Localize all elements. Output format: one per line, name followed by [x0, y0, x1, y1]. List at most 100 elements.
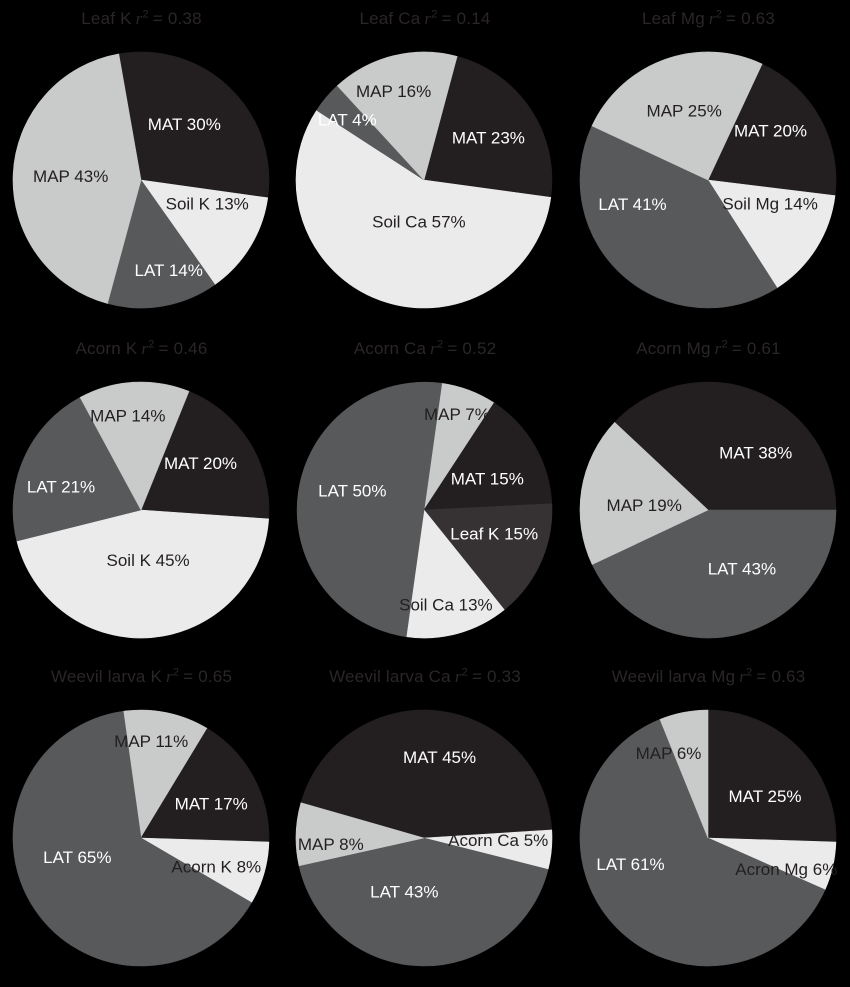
pie-slice: [614, 381, 837, 511]
chart-title-name: Acorn K: [75, 339, 138, 358]
pie-slice: [591, 509, 837, 639]
slice-label: LAT 61%: [596, 855, 664, 874]
r-squared-symbol: r: [454, 667, 462, 686]
pie-chart-leaf-mg: Leaf Mg r2 = 0.63 MAT 20% Soil Mg 14% LAT 41…: [567, 0, 850, 330]
chart-title-stat: = 0.65: [183, 667, 233, 686]
pie-slice: [591, 51, 763, 181]
chart-title-acorn-mg: Acorn Mg r2 = 0.61: [567, 330, 850, 360]
r-squared-symbol: r: [430, 339, 437, 358]
slice-label: MAT 23%: [452, 129, 525, 148]
chart-title-stat: = 0.38: [152, 9, 202, 28]
pie-slice: [140, 179, 269, 286]
chart-title-name: Weevil larva Mg: [611, 667, 736, 686]
chart-title-acorn-ca: Acorn Ca r2 = 0.52: [283, 330, 567, 360]
slice-label: Soil Ca 57%: [372, 212, 466, 231]
slice-label: MAP 16%: [356, 82, 431, 101]
pie-slice: [140, 390, 270, 520]
pie-slice: [579, 421, 709, 565]
pie-slice: [298, 837, 549, 967]
pie-slice: [707, 179, 836, 289]
pie-weevil-larva-k: MAP 11% MAT 17% Acorn K 8% LAT 65%: [12, 709, 270, 967]
chart-title-name: Acorn Ca: [353, 339, 427, 358]
slice-label: MAP 7%: [424, 405, 490, 424]
pie-slice: [423, 402, 553, 511]
pie-slice: [336, 51, 458, 181]
chart-title-leaf-mg: Leaf Mg r2 = 0.63: [567, 0, 850, 30]
pie-slice: [12, 710, 252, 967]
r-squared-symbol: r: [739, 667, 747, 686]
slice-label: LAT 65%: [43, 848, 111, 867]
slice-label: MAP 8%: [298, 835, 364, 854]
chart-title-stat: = 0.63: [756, 667, 806, 686]
pie-slice: [423, 55, 553, 198]
pie-chart-weevil-larva-mg: Weevil larva Mg r2 = 0.63 MAT 25% Acron Mg …: [567, 658, 850, 987]
pie-leaf-k: MAT 30% Soil K 13% LAT 14% MAP 43%: [12, 51, 270, 309]
pie-chart-weevil-larva-ca: Weevil larva Ca r2 = 0.33 MAT 45% Acorn Ca …: [283, 658, 567, 987]
slice-label: MAT 15%: [451, 470, 524, 489]
slice-label: LAT 50%: [318, 481, 386, 500]
chart-title-stat: = 0.46: [158, 339, 208, 358]
pie-acorn-mg: MAT 38% LAT 43% MAP 19%: [579, 381, 837, 639]
chart-title-name: Weevil larva Ca: [329, 667, 451, 686]
slice-label: MAT 25%: [728, 787, 801, 806]
slice-label: Soil K 45%: [107, 551, 190, 570]
pie-weevil-larva-mg: MAT 25% Acron Mg 6% LAT 61% MAP 6%: [579, 709, 837, 967]
r-squared-exponent: 2: [461, 666, 468, 679]
r-squared-symbol: r: [166, 667, 173, 686]
chart-title-name: Weevil larva K: [50, 667, 163, 686]
slice-label: LAT 43%: [708, 559, 776, 578]
r-squared-symbol: r: [424, 9, 432, 28]
pie-leaf-ca: MAT 23% Soil Ca 57% LAT 4% MAP 16%: [295, 51, 553, 309]
pie-acorn-ca: MAP 7% MAT 15% Leaf K 15% Soil Ca 13% LAT 50…: [296, 381, 553, 639]
pie-chart-leaf-ca: Leaf Ca r2 = 0.14 MAT 23% Soil Ca 57% LAT 4%…: [283, 0, 567, 330]
pie-slice: [707, 709, 837, 843]
slice-label: MAT 45%: [403, 748, 476, 767]
chart-title-leaf-ca: Leaf Ca r2 = 0.14: [283, 0, 567, 30]
pie-slice: [16, 509, 270, 639]
slice-label: MAT 20%: [734, 122, 807, 141]
chart-title-weevil-larva-ca: Weevil larva Ca r2 = 0.33: [283, 658, 567, 688]
r-squared-exponent: 2: [172, 666, 180, 679]
slice-label: MAT 17%: [175, 794, 248, 813]
pie-chart-acorn-mg: Acorn Mg r2 = 0.61 MAT 38% LAT 43% MAP 19%: [567, 330, 850, 658]
pie-slice: [79, 381, 190, 511]
slice-label: LAT 43%: [370, 883, 438, 902]
slice-label: Acron Mg 6%: [735, 860, 837, 879]
r-squared-symbol: r: [135, 9, 143, 28]
pie-chart-acorn-ca: Acorn Ca r2 = 0.52 MAP 7% MAT 15% Leaf K 15%…: [283, 330, 567, 658]
slice-label: LAT 41%: [598, 195, 666, 214]
slice-label: LAT 4%: [318, 111, 377, 130]
slice-label: MAP 11%: [114, 732, 188, 751]
r-squared-symbol: r: [708, 9, 716, 28]
slice-label: MAT 38%: [719, 444, 792, 463]
chart-title-weevil-larva-mg: Weevil larva Mg r2 = 0.63: [567, 658, 850, 688]
pie-leaf-mg: MAT 20% Soil Mg 14% LAT 41% MAP 25%: [579, 51, 837, 309]
r-squared-symbol: r: [141, 339, 149, 358]
pie-slice: [579, 125, 778, 309]
pie-weevil-larva-ca: MAT 45% Acorn Ca 5% LAT 43% MAP 8%: [295, 709, 553, 967]
pie-slice: [423, 503, 553, 611]
slice-label: LAT 14%: [135, 261, 203, 280]
pie-slice: [140, 728, 270, 843]
slice-label: MAP 25%: [647, 102, 722, 121]
chart-title-stat: = 0.63: [726, 9, 775, 28]
chart-title-stat: = 0.33: [471, 667, 521, 686]
pie-slice: [107, 179, 216, 309]
r-squared-exponent: 2: [431, 8, 438, 21]
slice-label: MAP 6%: [636, 744, 702, 763]
slice-label: Soil Mg 14%: [722, 194, 817, 213]
pie-slice: [122, 709, 208, 839]
r-squared-exponent: 2: [148, 338, 155, 351]
slice-label: Leaf K 15%: [450, 525, 538, 544]
pie-slice: [295, 109, 552, 309]
pie-acorn-k: MAT 20% Soil K 45% LAT 21% MAP 14%: [12, 381, 270, 639]
chart-title-stat: = 0.61: [731, 339, 781, 358]
r-squared-exponent: 2: [746, 666, 753, 679]
slice-label: Acorn Ca 5%: [448, 831, 548, 850]
slice-label: MAP 14%: [90, 407, 165, 426]
